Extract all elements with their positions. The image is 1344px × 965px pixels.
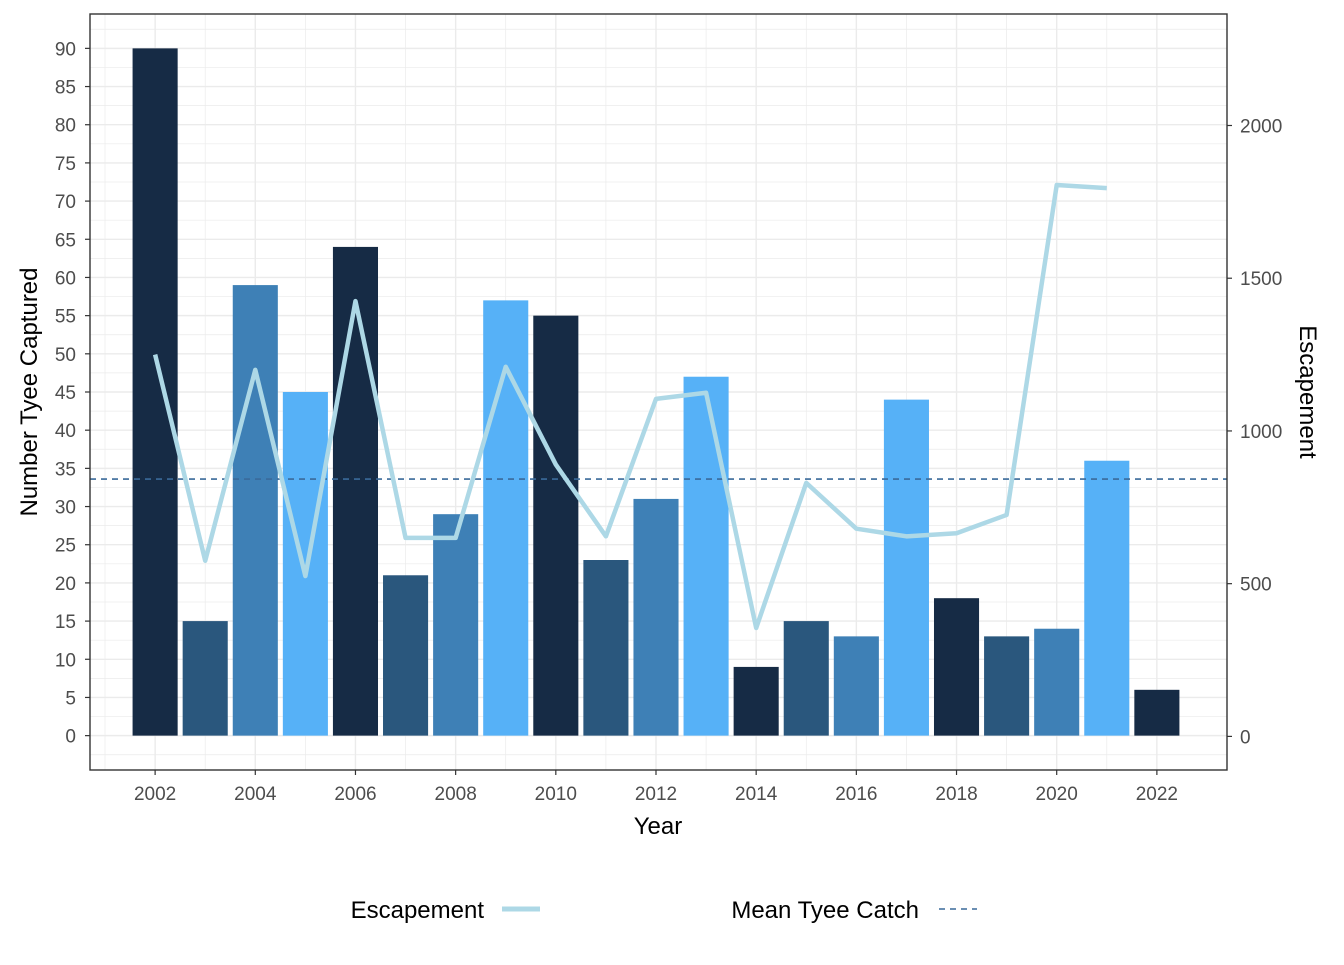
x-tick-label: 2018 bbox=[935, 784, 977, 805]
y-tick-label: 40 bbox=[55, 421, 76, 442]
y-tick-label: 50 bbox=[55, 345, 76, 366]
bar-2006 bbox=[332, 246, 379, 736]
bar-2017 bbox=[883, 399, 929, 736]
x-tick-label: 2006 bbox=[334, 784, 376, 805]
y-tick-label: 25 bbox=[55, 536, 76, 557]
y2-tick-label: 2000 bbox=[1240, 116, 1282, 137]
x-axis-title: Year bbox=[634, 813, 683, 840]
bar-2010 bbox=[533, 315, 579, 736]
legend-label-escapement: Escapement bbox=[351, 897, 485, 924]
x-tick-label: 2020 bbox=[1036, 784, 1078, 805]
y-tick-label: 5 bbox=[65, 688, 76, 709]
x-tick-label: 2010 bbox=[535, 784, 577, 805]
x-tick-label: 2012 bbox=[635, 784, 677, 805]
y-tick-label: 90 bbox=[55, 39, 76, 60]
escapement-line bbox=[152, 182, 1107, 631]
bar-2021 bbox=[1084, 460, 1130, 736]
y-axis-title: Number Tyee Captured bbox=[16, 267, 43, 516]
y-tick-label: 65 bbox=[55, 230, 76, 251]
escapement-line-layer bbox=[152, 182, 1107, 631]
left-axis: 0 5 10 15 20 25 30 35 40 45 50 55 60 65 70 75 80 85 90 bbox=[55, 39, 90, 748]
y2-axis-title: Escapement bbox=[1294, 325, 1321, 459]
x-tick-label: 2004 bbox=[234, 784, 277, 805]
x-tick-label: 2016 bbox=[835, 784, 877, 805]
bar-2012 bbox=[633, 498, 679, 736]
x-tick-label: 2008 bbox=[435, 784, 477, 805]
bar-2019 bbox=[984, 636, 1030, 736]
y2-tick-label: 1500 bbox=[1240, 269, 1282, 290]
y2-tick-label: 0 bbox=[1240, 727, 1251, 748]
y-tick-label: 60 bbox=[55, 268, 76, 289]
legend-label-mean: Mean Tyee Catch bbox=[731, 897, 919, 924]
x-tick-label: 2014 bbox=[735, 784, 778, 805]
bar-2011 bbox=[583, 560, 629, 736]
bar-2020 bbox=[1034, 628, 1080, 736]
bar-2004 bbox=[232, 285, 278, 736]
y2-tick-label: 1000 bbox=[1240, 422, 1282, 443]
y-tick-label: 20 bbox=[55, 574, 76, 595]
y-tick-label: 75 bbox=[55, 154, 76, 175]
bar-2003 bbox=[182, 621, 228, 736]
bar-2022 bbox=[1134, 689, 1180, 736]
bottom-axis: 2002 2004 2006 2008 2010 2012 2014 2016 2018 2020… bbox=[134, 770, 1178, 805]
y-tick-label: 45 bbox=[55, 383, 76, 404]
bar-2018 bbox=[933, 598, 980, 736]
y-tick-label: 30 bbox=[55, 498, 76, 519]
y-tick-label: 70 bbox=[55, 192, 76, 213]
y-tick-label: 35 bbox=[55, 459, 76, 480]
y-tick-label: 10 bbox=[55, 650, 76, 671]
y-tick-label: 85 bbox=[55, 78, 76, 99]
bar-2013 bbox=[683, 376, 729, 736]
x-tick-label: 2002 bbox=[134, 784, 176, 805]
bar-2016 bbox=[833, 636, 879, 736]
legend: Escapement Mean Tyee Catch bbox=[351, 897, 977, 924]
bar-2014 bbox=[733, 666, 779, 736]
y-tick-label: 0 bbox=[65, 727, 76, 748]
x-tick-label: 2022 bbox=[1136, 784, 1178, 805]
y2-tick-label: 500 bbox=[1240, 575, 1272, 596]
y-tick-label: 55 bbox=[55, 307, 76, 328]
bar-2002 bbox=[132, 48, 178, 736]
bar-2007 bbox=[383, 575, 429, 736]
y-tick-label: 80 bbox=[55, 116, 76, 137]
bar-2008 bbox=[433, 514, 479, 736]
y-tick-label: 15 bbox=[55, 612, 76, 633]
right-axis: 0 500 1000 1500 2000 bbox=[1227, 116, 1282, 748]
bar-2015 bbox=[783, 621, 829, 736]
